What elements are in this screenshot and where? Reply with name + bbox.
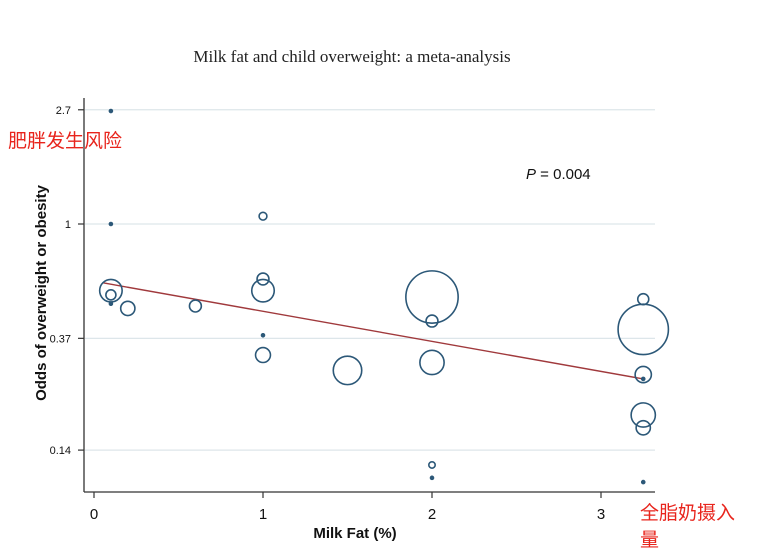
data-point xyxy=(634,365,653,384)
x-tick-label: 0 xyxy=(90,506,98,523)
bubbles xyxy=(98,108,670,485)
x-axis-title: Milk Fat (%) xyxy=(313,525,396,542)
data-point xyxy=(254,346,272,364)
data-point xyxy=(119,300,136,317)
fit-line-group xyxy=(102,282,644,380)
data-point xyxy=(630,402,657,428)
data-point xyxy=(258,211,268,221)
y-tick-label: 2.7 xyxy=(56,105,71,117)
axes xyxy=(83,98,655,493)
p-italic: P xyxy=(526,166,536,183)
data-point xyxy=(105,289,117,301)
data-point xyxy=(256,272,270,286)
data-point xyxy=(108,221,114,227)
gridlines xyxy=(85,109,655,451)
chart-title: Milk fat and child overweight: a meta-an… xyxy=(193,47,510,66)
data-point xyxy=(332,355,363,386)
data-point xyxy=(108,301,114,307)
annotation-y-cn: 肥胖发生风险 xyxy=(8,130,122,152)
data-point xyxy=(425,314,439,328)
annotation-x-cn-line2: 量 xyxy=(640,529,659,551)
y-ticks: 2.7 1 0.37 0.14 xyxy=(50,105,84,457)
data-point xyxy=(250,278,276,303)
data-point xyxy=(260,332,266,338)
data-point xyxy=(419,349,445,376)
data-point xyxy=(428,461,436,469)
annotation-x-cn-line1: 全脂奶摄入 xyxy=(640,502,735,524)
y-tick-label: 1 xyxy=(65,219,71,231)
data-point xyxy=(108,108,114,114)
x-tick-label: 2 xyxy=(428,506,436,523)
data-point xyxy=(429,475,435,481)
y-axis-title: Odds of overweight or obesity xyxy=(33,184,50,401)
x-ticks: 0 1 2 3 xyxy=(90,492,605,523)
regression-line xyxy=(102,282,644,380)
p-value: = 0.004 xyxy=(536,166,591,183)
x-tick-label: 1 xyxy=(259,506,267,523)
y-tick-label: 0.37 xyxy=(50,333,71,345)
data-point xyxy=(98,278,123,303)
data-point xyxy=(636,292,650,306)
data-point xyxy=(405,270,459,324)
x-tick-label: 3 xyxy=(597,506,605,523)
data-point xyxy=(188,299,203,313)
p-value-label: P = 0.004 xyxy=(526,166,591,183)
data-point xyxy=(617,303,670,356)
data-point xyxy=(640,376,646,382)
data-point xyxy=(640,479,646,485)
y-tick-label: 0.14 xyxy=(50,445,71,457)
data-point xyxy=(635,419,652,436)
